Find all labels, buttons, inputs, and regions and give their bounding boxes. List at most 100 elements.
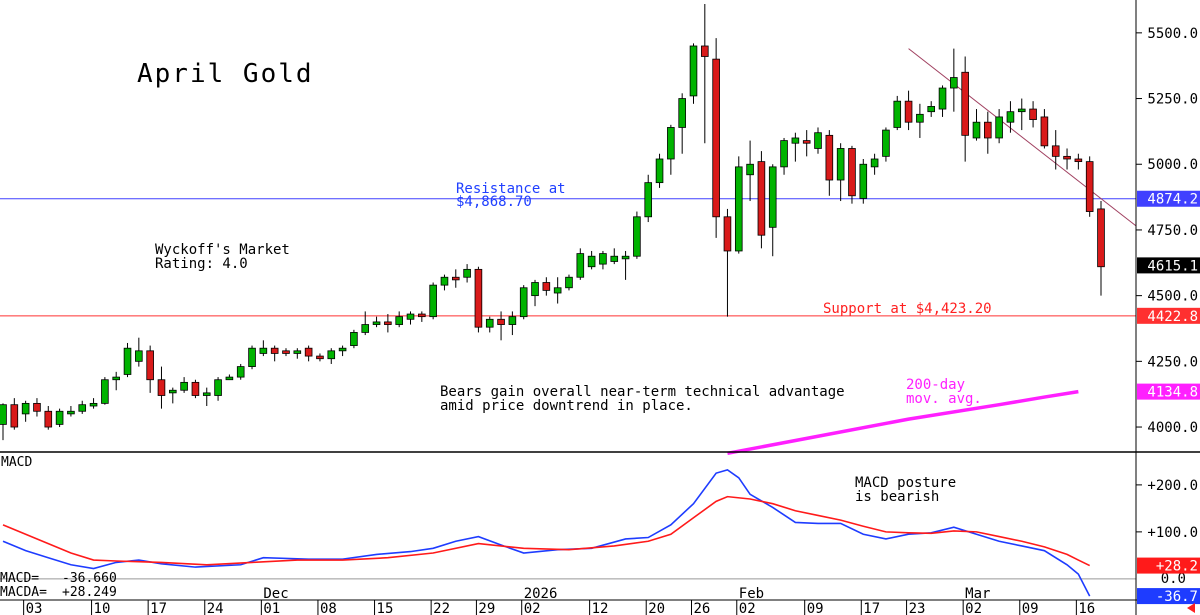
comment-line-2: amid price downtrend in place. [440, 398, 693, 414]
candle-body [180, 381, 188, 391]
comment-line-1: Bears gain overall near-term technical a… [440, 384, 845, 400]
x-tick-label: 09 [1022, 601, 1039, 615]
x-tick-label: 09 [807, 601, 824, 615]
macd-zero-label: 0.0 [1161, 571, 1186, 587]
resistance-label-2: $4,868.70 [456, 194, 532, 210]
candle-body [814, 132, 822, 149]
candles [0, 3, 1105, 441]
x-tick-label: 02 [524, 601, 541, 615]
candle-body [734, 166, 743, 252]
candle-body [508, 316, 517, 325]
candle-body [304, 347, 313, 357]
candle-body [712, 58, 720, 218]
candle-body [497, 318, 505, 325]
candle-body [485, 318, 494, 328]
macd-panel [0, 468, 1136, 597]
candle-body [67, 410, 75, 415]
candle-body [859, 163, 868, 199]
candle-body [384, 321, 392, 325]
candle-body [746, 163, 754, 176]
macd-comment-2: is bearish [855, 489, 939, 505]
candle-body [10, 404, 19, 428]
price-tick-label: 5250.0 [1147, 92, 1198, 108]
candle-body [882, 129, 890, 157]
candle-body [259, 347, 268, 354]
candle-body [327, 350, 336, 360]
ma-axis-label-box [1137, 383, 1200, 400]
x-tick-label: 10 [94, 601, 111, 615]
candle-body [395, 316, 403, 325]
candle-body [780, 140, 788, 168]
candle-body [972, 121, 981, 139]
macd-last-label-box [1137, 588, 1200, 605]
candle-body [248, 347, 256, 367]
candle-body [655, 158, 664, 184]
macda-last-label-box [1137, 557, 1200, 574]
candle-body [451, 276, 460, 281]
candle-body [757, 161, 766, 236]
candle-body [633, 216, 641, 257]
macd-readout-box [0, 597, 138, 599]
candle-body [1074, 158, 1083, 163]
x-tick-label: 22 [433, 601, 450, 615]
candle-body [123, 347, 132, 375]
candle-body [338, 347, 347, 352]
ma-label-2: mov. avg. [906, 391, 982, 407]
candle-body [531, 282, 539, 297]
candle-body [893, 100, 902, 128]
x-month-label: 2026 [524, 586, 558, 602]
candle-body [350, 332, 358, 346]
rating-line-1: Wyckoff's Market [155, 242, 290, 258]
candle-body [202, 392, 211, 396]
macd-series-macd [2, 468, 1091, 597]
candle-body [565, 276, 573, 289]
chart-title: April Gold [137, 59, 314, 89]
candle-body [678, 98, 686, 128]
scroll-arrow-icon[interactable] [1187, 603, 1195, 613]
levels [0, 48, 1137, 317]
candle-body [916, 113, 924, 123]
downtrend-line [908, 48, 1137, 227]
candle-body [282, 350, 290, 354]
candle-body [904, 100, 913, 123]
x-tick-label: 17 [150, 601, 167, 615]
candle-body [270, 347, 279, 354]
candle-body [610, 255, 619, 262]
candle-body [1017, 108, 1026, 113]
candle-body [191, 381, 200, 396]
moving-average [727, 389, 1079, 456]
support-axis-label: 4422.8 [1147, 309, 1198, 325]
macd-panel-title: MACD [1, 455, 32, 470]
candle-body [474, 268, 483, 328]
candle-body [1029, 108, 1037, 120]
candle-body [1006, 111, 1015, 123]
resistance-axis-label: 4874.2 [1147, 192, 1198, 208]
candle-body [214, 379, 222, 396]
price-tick-label: 4000.0 [1147, 420, 1198, 436]
candle-body [225, 376, 234, 381]
resistance-label-1: Resistance at [456, 181, 566, 197]
macd-tick-label: +200.0 [1147, 478, 1198, 494]
candle-body [1051, 145, 1060, 157]
macd-comment-1: MACD posture [855, 475, 956, 491]
x-tick-label: 29 [478, 601, 495, 615]
ma-label-1: 200-day [906, 377, 965, 393]
ma-200-line [727, 389, 1079, 456]
candle-body [553, 287, 562, 294]
candle-body [961, 71, 969, 136]
last-price-label-box [1137, 257, 1200, 274]
candle-body [768, 166, 777, 228]
candle-body [644, 182, 653, 218]
candle-body [429, 284, 437, 318]
candle-body [938, 87, 947, 110]
price-tick-label: 4250.0 [1147, 354, 1198, 370]
x-tick-label: 03 [26, 601, 43, 615]
candle-body [701, 45, 709, 57]
candle-body [587, 255, 596, 268]
macd-readout-label: MACD= [0, 571, 39, 586]
candle-body [372, 321, 381, 325]
candle-body [463, 268, 471, 278]
x-month-label: Mar [965, 586, 990, 602]
